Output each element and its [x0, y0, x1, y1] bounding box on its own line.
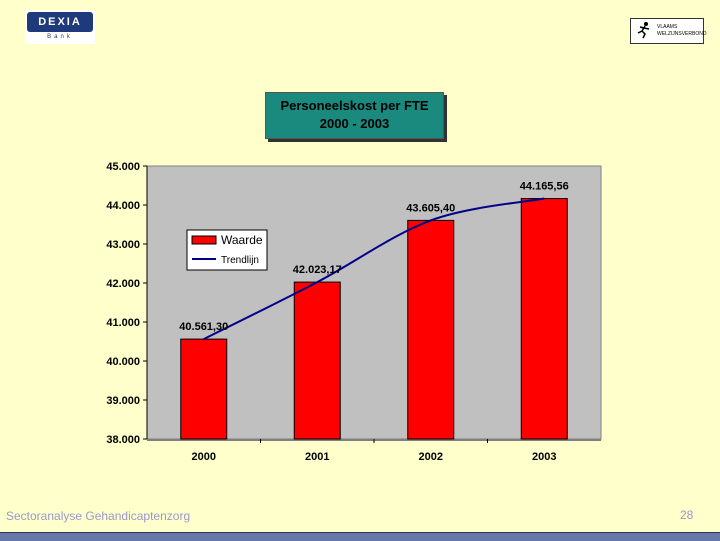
vlaams-welzijnsverbond-text: VLAAMS WELZIJNSVERBOND [657, 24, 707, 37]
legend-label-trendlijn: Trendlijn [221, 255, 259, 266]
running-figure-icon [637, 22, 650, 39]
bar [293, 281, 341, 440]
legend-swatch-bar [191, 235, 217, 245]
data-label: 44.165,56 [520, 181, 569, 193]
chart-title-line2: 2000 - 2003 [319, 116, 390, 131]
bottom-bar [0, 532, 720, 541]
y-tick-label: 45.000 [106, 161, 140, 173]
chart-title: Personeelskost per FTE 2000 - 2003 [265, 92, 444, 139]
chart-title-line1: Personeelskost per FTE [280, 98, 429, 113]
x-tick-label: 2003 [532, 451, 556, 463]
dexia-logo: DEXIA Bank [25, 10, 95, 44]
bar [520, 198, 568, 440]
y-tick-label: 42.000 [106, 278, 140, 290]
data-label: 42.023,17 [293, 264, 342, 276]
x-tick-label: 2002 [419, 451, 443, 463]
y-tick-label: 39.000 [106, 395, 140, 407]
bar [407, 219, 455, 440]
data-label: 43.605,40 [406, 202, 455, 214]
y-tick-label: 38.000 [106, 434, 140, 446]
y-tick-label: 43.000 [106, 239, 140, 251]
bar [180, 338, 228, 440]
y-tick-label: 40.000 [106, 356, 140, 368]
x-tick-label: 2000 [192, 451, 216, 463]
legend: Waarde Trendlijn [186, 229, 268, 271]
trend-line [203, 197, 545, 341]
legend-label-waarde: Waarde [221, 233, 263, 247]
x-tick-label: 2001 [305, 451, 329, 463]
vlaams-welzijnsverbond-logo: VLAAMS WELZIJNSVERBOND [630, 18, 707, 44]
y-tick-label: 44.000 [106, 200, 140, 212]
dexia-logo-sub: Bank [47, 34, 73, 40]
y-tick-label: 41.000 [106, 317, 140, 329]
dexia-logo-mark: DEXIA [27, 12, 93, 32]
data-label: 40.561,30 [179, 321, 228, 333]
footer-text: Sectoranalyse Gehandicaptenzorg [6, 509, 191, 523]
page-number: 28 [680, 508, 694, 522]
